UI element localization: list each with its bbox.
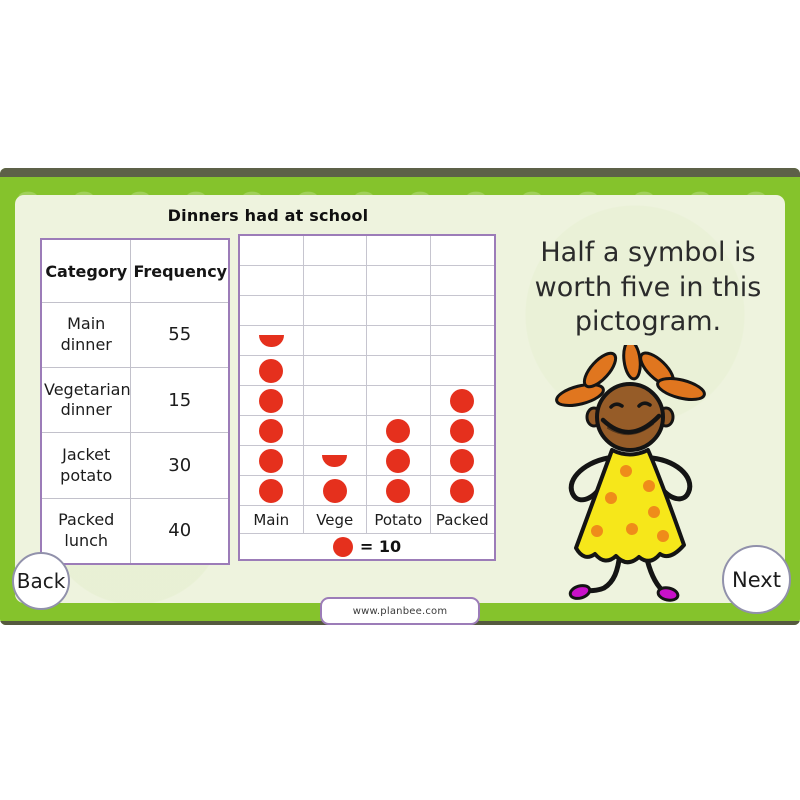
pictogram-cell — [303, 416, 367, 446]
full-symbol-icon — [450, 478, 475, 503]
pictogram-cell — [430, 326, 494, 356]
pictogram-category-label: Potato — [367, 506, 431, 534]
girl-illustration — [555, 345, 706, 602]
full-symbol-icon — [450, 448, 475, 473]
pictogram-chart: Main Vege Potato Packed = 10 — [238, 234, 496, 561]
pictogram-cell — [367, 476, 431, 506]
pictogram-cell — [367, 416, 431, 446]
header-frequency: Frequency — [130, 238, 230, 303]
girl-shoe — [656, 586, 680, 602]
pictogram-cell — [240, 386, 304, 416]
pictogram-cell — [430, 446, 494, 476]
pictogram-cell — [303, 446, 367, 476]
pictogram-category-label: Main — [240, 506, 304, 534]
table-row: Jacket potato 30 — [40, 432, 230, 499]
full-symbol-icon — [259, 418, 284, 443]
full-symbol-icon — [450, 418, 475, 443]
full-symbol-icon — [259, 388, 284, 413]
pictogram-cell — [240, 296, 304, 326]
footer-url-box[interactable]: www.planbee.com — [320, 597, 480, 625]
girl-dress-dots — [591, 465, 669, 542]
slide-title: Dinners had at school — [167, 206, 369, 225]
next-button-label: Next — [732, 567, 781, 592]
pictogram-cell — [240, 446, 304, 476]
pictogram-cell — [303, 356, 367, 386]
caption-text: Half a symbol is worth five in this pict… — [534, 237, 762, 338]
frame-scallop-texture — [0, 177, 800, 197]
cell-frequency: 30 — [130, 432, 230, 499]
full-symbol-icon — [386, 448, 411, 473]
cell-category: Packed lunch — [40, 497, 132, 565]
table-header-row: Category Frequency — [40, 238, 230, 303]
back-button[interactable]: Back — [12, 552, 70, 610]
pictogram-cell — [303, 236, 367, 266]
full-symbol-icon — [259, 358, 284, 383]
pictogram-cell — [430, 416, 494, 446]
next-button[interactable]: Next — [722, 545, 791, 614]
pictogram-cell — [367, 446, 431, 476]
pictogram-cell — [367, 356, 431, 386]
cell-frequency: 40 — [130, 497, 230, 565]
pictogram-cell — [430, 386, 494, 416]
pictogram-cell — [303, 326, 367, 356]
pictogram-cell — [430, 296, 494, 326]
pictogram-cell — [303, 296, 367, 326]
frequency-table: Category Frequency Main dinner 55 Vegeta… — [40, 238, 230, 565]
pictogram-cell — [240, 356, 304, 386]
pictogram-cell — [430, 236, 494, 266]
pictogram-cell — [240, 326, 304, 356]
pictogram-grid: Main Vege Potato Packed = 10 — [240, 236, 494, 559]
pictogram-cell — [240, 266, 304, 296]
key-label: = 10 — [359, 537, 402, 556]
half-symbol-icon — [258, 334, 284, 347]
cell-frequency: 15 — [130, 367, 230, 434]
pictogram-cell — [240, 416, 304, 446]
footer-url-text: www.planbee.com — [352, 605, 448, 617]
table-row: Vegetarian dinner 15 — [40, 367, 230, 434]
cell-category: Jacket potato — [40, 432, 132, 499]
full-symbol-icon — [386, 478, 411, 503]
pictogram-cell — [430, 356, 494, 386]
girl-hair — [555, 345, 706, 407]
pictogram-cell — [240, 476, 304, 506]
table-row: Packed lunch 40 — [40, 497, 230, 565]
full-symbol-icon — [259, 478, 284, 503]
pictogram-key: = 10 — [240, 534, 494, 559]
pictogram-cell — [303, 266, 367, 296]
full-symbol-icon — [450, 388, 475, 413]
header-category: Category — [40, 238, 132, 303]
pictogram-cell — [367, 326, 431, 356]
full-symbol-icon — [386, 418, 411, 443]
pictogram-cell — [367, 386, 431, 416]
cell-category: Main dinner — [40, 301, 132, 369]
frame-top-strip — [0, 168, 800, 177]
cell-frequency: 55 — [130, 301, 230, 369]
pictogram-cell — [367, 236, 431, 266]
half-symbol-icon — [322, 454, 348, 467]
pictogram-cell — [367, 266, 431, 296]
pictogram-cell — [303, 386, 367, 416]
pictogram-category-label: Packed — [430, 506, 494, 534]
pictogram-cell — [303, 476, 367, 506]
girl-dress — [574, 448, 686, 565]
cell-category: Vegetarian dinner — [40, 367, 132, 434]
pictogram-cell — [367, 296, 431, 326]
key-symbol-icon — [332, 536, 353, 557]
girl-shoe — [568, 584, 592, 600]
pictogram-cell — [240, 236, 304, 266]
girl-smile — [600, 413, 662, 435]
full-symbol-icon — [322, 478, 347, 503]
pictogram-cell — [430, 266, 494, 296]
girl-head — [595, 382, 665, 452]
pictogram-category-label: Vege — [303, 506, 367, 534]
pictogram-cell — [430, 476, 494, 506]
back-button-label: Back — [16, 569, 66, 593]
full-symbol-icon — [259, 448, 284, 473]
table-row: Main dinner 55 — [40, 301, 230, 369]
